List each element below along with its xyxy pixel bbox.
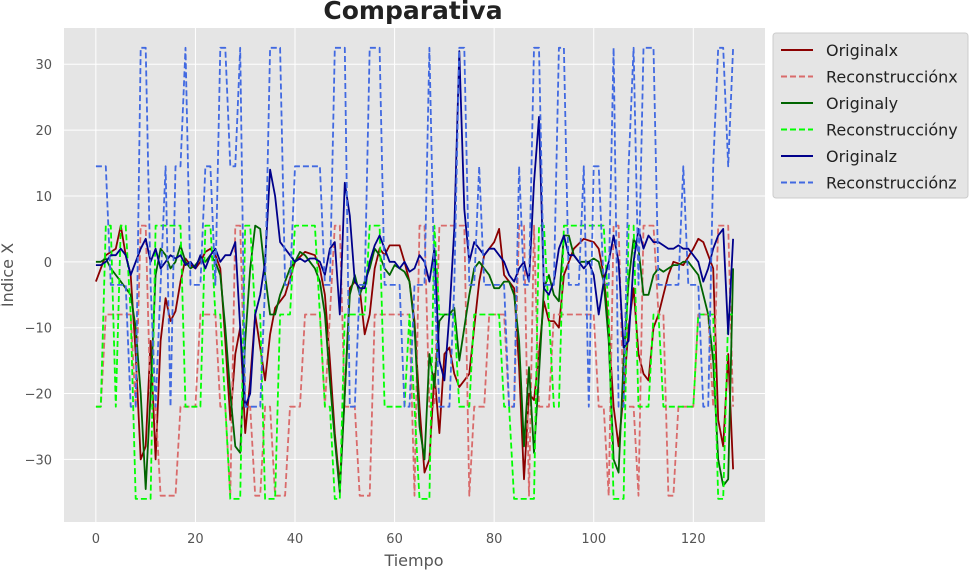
x-axis-label: Tiempo bbox=[383, 551, 443, 570]
x-tick-labels: 0 20 40 60 80 100 120 bbox=[92, 532, 706, 547]
x-tick-label: 100 bbox=[581, 532, 606, 547]
legend: Originalx Reconstrucciónx Originaly Reconst… bbox=[772, 32, 969, 199]
legend-label: Originalz bbox=[826, 147, 897, 166]
series-line-2 bbox=[95, 224, 734, 497]
y-tick-label: 20 bbox=[35, 124, 52, 139]
y-tick-label: 30 bbox=[35, 58, 52, 73]
plot-area bbox=[64, 28, 765, 522]
series-line-6 bbox=[95, 46, 734, 408]
x-tick-label: 80 bbox=[486, 532, 503, 547]
y-tick-labels: −30 −20 −10 0 10 20 30 bbox=[25, 58, 52, 468]
legend-box bbox=[772, 32, 969, 199]
legend-label: Reconstrucciónz bbox=[826, 174, 957, 193]
legend-label: Reconstrucciónx bbox=[826, 68, 958, 87]
y-tick-label: −10 bbox=[25, 322, 52, 337]
y-tick-label: −20 bbox=[25, 388, 52, 403]
y-tick-label: −30 bbox=[25, 453, 52, 468]
legend-label: Originaly bbox=[826, 94, 898, 113]
x-tick-label: 20 bbox=[187, 532, 204, 547]
legend-label: Reconstruccióny bbox=[826, 121, 958, 140]
y-tick-label: 0 bbox=[44, 256, 52, 271]
x-tick-label: 0 bbox=[92, 532, 100, 547]
x-tick-label: 120 bbox=[681, 532, 706, 547]
y-axis-label: Índice X bbox=[0, 243, 17, 307]
legend-label: Originalx bbox=[826, 41, 898, 60]
x-tick-label: 40 bbox=[287, 532, 304, 547]
x-tick-label: 60 bbox=[386, 532, 403, 547]
series-line-4 bbox=[95, 224, 734, 500]
series-lines bbox=[95, 46, 734, 500]
y-tick-label: 10 bbox=[35, 190, 52, 205]
chart-title: Comparativa bbox=[323, 0, 502, 25]
